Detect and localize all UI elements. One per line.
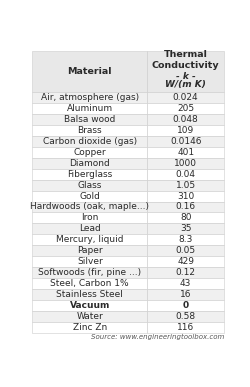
Text: Hardwoods (oak, maple...): Hardwoods (oak, maple...) [30,202,149,211]
Bar [32,180,147,190]
Text: 0.12: 0.12 [176,268,196,277]
Bar [32,223,147,235]
Bar [147,125,224,136]
Text: Thermal
Conductivity: Thermal Conductivity [152,50,220,70]
Text: Gold: Gold [79,192,100,200]
Bar [32,136,147,147]
Text: Balsa wood: Balsa wood [64,115,116,124]
Text: 0.0146: 0.0146 [170,137,202,146]
Text: Paper: Paper [77,247,102,255]
Text: Material: Material [68,67,112,76]
Text: Glass: Glass [78,181,102,190]
Text: Water: Water [76,312,103,321]
Text: Diamond: Diamond [70,159,110,168]
Bar [147,212,224,223]
Text: Stainless Steel: Stainless Steel [56,290,123,299]
Text: 116: 116 [177,323,194,332]
Text: Mercury, liquid: Mercury, liquid [56,235,124,244]
Bar [147,322,224,333]
Text: Silver: Silver [77,257,103,266]
Bar [32,311,147,322]
Text: 310: 310 [177,192,194,200]
Text: Vacuum: Vacuum [70,301,110,310]
Bar [32,267,147,278]
Bar [32,212,147,223]
Text: 16: 16 [180,290,192,299]
Text: W/(m K): W/(m K) [165,80,206,89]
Text: 205: 205 [177,104,194,113]
Bar [32,103,147,114]
Text: 0.024: 0.024 [173,93,199,102]
Bar [147,223,224,235]
Text: Carbon dioxide (gas): Carbon dioxide (gas) [43,137,137,146]
Text: Iron: Iron [81,214,98,223]
Bar [32,92,147,103]
Bar [32,169,147,180]
Bar [147,92,224,103]
Bar [147,190,224,202]
Text: 1000: 1000 [174,159,197,168]
Bar [32,147,147,158]
Bar [147,169,224,180]
Bar [147,147,224,158]
Text: 80: 80 [180,214,192,223]
Text: 1.05: 1.05 [176,181,196,190]
Bar [32,300,147,311]
Text: 0.048: 0.048 [173,115,199,124]
Bar [147,300,224,311]
Bar [32,322,147,333]
Text: 0.05: 0.05 [176,247,196,255]
Text: 429: 429 [177,257,194,266]
Bar [147,202,224,212]
Text: Softwoods (fir, pine ...): Softwoods (fir, pine ...) [38,268,141,277]
Text: 0.04: 0.04 [176,170,196,178]
Bar [32,51,147,92]
Text: - k -: - k - [176,72,196,81]
Bar [147,136,224,147]
Bar [147,311,224,322]
Bar [32,158,147,169]
Bar [147,180,224,190]
Text: Fiberglass: Fiberglass [67,170,112,178]
Text: 8.3: 8.3 [178,235,193,244]
Text: Brass: Brass [78,126,102,135]
Text: 43: 43 [180,279,191,288]
Text: Source: www.engineeringtoolbox.com: Source: www.engineeringtoolbox.com [91,334,224,340]
Text: 109: 109 [177,126,194,135]
Text: 0.16: 0.16 [176,202,196,211]
Bar [32,190,147,202]
Bar [147,256,224,267]
Text: Lead: Lead [79,224,101,233]
Text: 0: 0 [182,301,189,310]
Text: Zinc Zn: Zinc Zn [73,323,107,332]
Text: 0.58: 0.58 [176,312,196,321]
Bar [147,235,224,245]
Text: Air, atmosphere (gas): Air, atmosphere (gas) [41,93,139,102]
Bar [32,202,147,212]
Bar [32,235,147,245]
Bar [32,278,147,289]
Bar [147,278,224,289]
Bar [32,114,147,125]
Bar [147,114,224,125]
Bar [32,245,147,256]
Bar [147,267,224,278]
Bar [147,289,224,300]
Bar [32,125,147,136]
Text: Steel, Carbon 1%: Steel, Carbon 1% [50,279,129,288]
Text: Aluminum: Aluminum [67,104,113,113]
Text: Copper: Copper [74,148,106,157]
Text: 35: 35 [180,224,192,233]
Bar [147,158,224,169]
Bar [32,256,147,267]
Bar [147,245,224,256]
Bar [147,51,224,92]
Bar [147,103,224,114]
Text: 401: 401 [177,148,194,157]
Bar [32,289,147,300]
